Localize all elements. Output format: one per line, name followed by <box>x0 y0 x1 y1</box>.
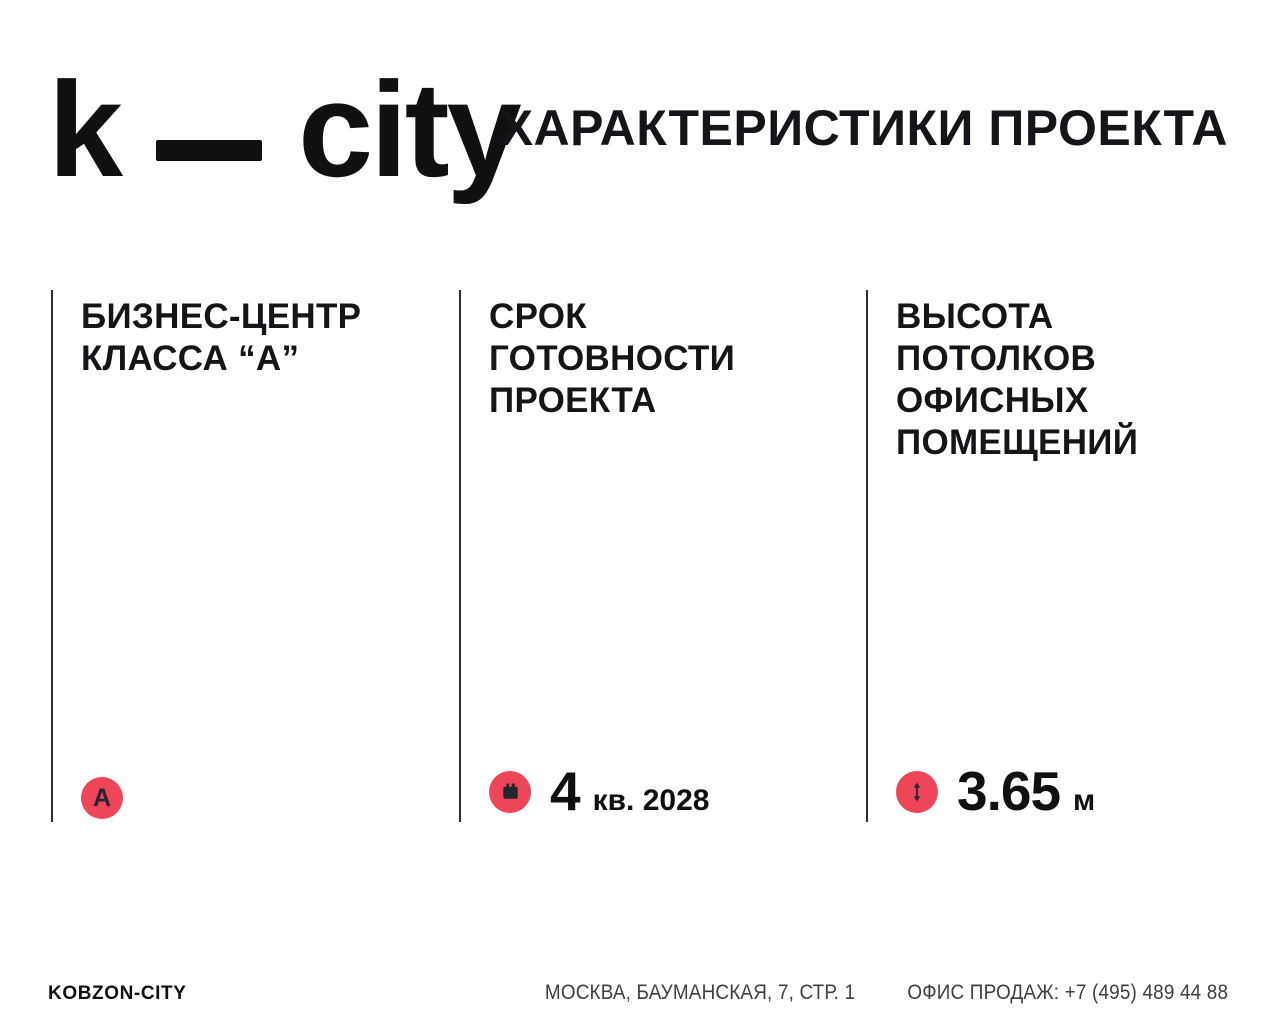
footer-phone: ОФИС ПРОДАЖ: +7 (495) 489 44 88 <box>907 981 1228 1004</box>
footer: KOBZON-CITY МОСКВА, БАУМАНСКАЯ, 7, СТР. … <box>48 981 1228 1005</box>
footer-address: МОСКВА, БАУМАНСКАЯ, 7, СТР. 1 <box>544 981 855 1004</box>
ceiling-value: 3.65 м <box>957 764 1095 819</box>
heading-line: ОФИСНЫХ <box>896 381 1089 420</box>
heading-line: БИЗНЕС-ЦЕНТР <box>81 297 362 336</box>
feature-heading-business-center: БИЗНЕС-ЦЕНТР КЛАССА “А” <box>81 290 459 380</box>
completion-quarter: 4 <box>550 760 581 822</box>
heading-line: ПОТОЛКОВ <box>896 339 1097 378</box>
height-arrows-icon <box>896 770 938 813</box>
heading-line: ПРОЕКТА <box>489 381 657 420</box>
footer-contacts: МОСКВА, БАУМАНСКАЯ, 7, СТР. 1 ОФИС ПРОДА… <box>545 981 1228 1005</box>
feature-heading-completion: СРОК ГОТОВНОСТИ ПРОЕКТА <box>489 290 866 422</box>
feature-heading-ceiling: ВЫСОТА ПОТОЛКОВ ОФИСНЫХ ПОМЕЩЕНИЙ <box>896 290 1228 464</box>
feature-value-class-a: А <box>81 777 459 819</box>
heading-line: СРОК <box>489 297 587 336</box>
feature-value-completion: 4 кв. 2028 <box>489 764 866 819</box>
feature-business-center-class: БИЗНЕС-ЦЕНТР КЛАССА “А” А <box>51 290 459 822</box>
feature-completion-date: СРОК ГОТОВНОСТИ ПРОЕКТА 4 кв. 2028 <box>459 290 866 822</box>
logo-dash <box>156 140 263 161</box>
feature-ceiling-height: ВЫСОТА ПОТОЛКОВ ОФИСНЫХ ПОМЕЩЕНИЙ 3.65 м <box>866 290 1228 822</box>
heading-line: ПОМЕЩЕНИЙ <box>896 423 1139 462</box>
heading-line: ВЫСОТА <box>896 297 1054 336</box>
brand-logo: k city <box>48 54 522 205</box>
feature-value-ceiling: 3.65 м <box>896 764 1228 819</box>
footer-brand: KOBZON-CITY <box>48 983 187 1004</box>
logo-letter-k: k <box>48 54 123 205</box>
ceiling-height-number: 3.65 <box>957 760 1061 822</box>
calendar-icon <box>489 770 531 813</box>
ceiling-height-unit: м <box>1073 784 1096 817</box>
logo-word-city: city <box>298 54 522 205</box>
completion-value: 4 кв. 2028 <box>550 764 709 819</box>
heading-line: ГОТОВНОСТИ <box>489 339 736 378</box>
page-title: ХАРАКТЕРИСТИКИ ПРОЕКТА <box>499 100 1228 156</box>
badge-letter-a: А <box>92 783 112 812</box>
letter-a-badge: А <box>81 777 123 819</box>
completion-year: кв. 2028 <box>592 784 710 817</box>
features-section: БИЗНЕС-ЦЕНТР КЛАССА “А” А СРОК ГОТОВНОСТ… <box>51 290 1228 822</box>
heading-line: КЛАССА “А” <box>81 339 300 378</box>
